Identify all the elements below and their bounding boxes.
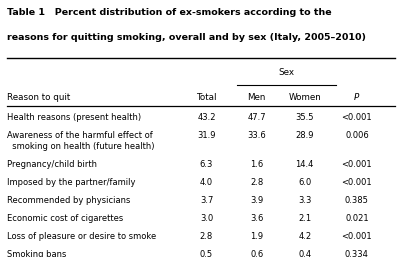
Text: 1.6: 1.6 [250, 160, 263, 169]
Text: Total: Total [196, 93, 217, 102]
Text: 2.8: 2.8 [200, 232, 213, 241]
Text: Men: Men [247, 93, 266, 102]
Text: Pregnancy/child birth: Pregnancy/child birth [7, 160, 97, 169]
Text: P: P [354, 93, 360, 102]
Text: Table 1   Percent distribution of ex-smokers according to the: Table 1 Percent distribution of ex-smoke… [7, 8, 332, 17]
Text: Economic cost of cigarettes: Economic cost of cigarettes [7, 214, 124, 223]
Text: 3.0: 3.0 [200, 214, 213, 223]
Text: <0.001: <0.001 [342, 113, 372, 122]
Text: 1.9: 1.9 [250, 232, 263, 241]
Text: <0.001: <0.001 [342, 232, 372, 241]
Text: 0.6: 0.6 [250, 250, 263, 257]
Text: Reason to quit: Reason to quit [7, 93, 71, 102]
Text: 31.9: 31.9 [197, 131, 216, 140]
Text: 43.2: 43.2 [197, 113, 216, 122]
Text: 3.6: 3.6 [250, 214, 263, 223]
Text: 47.7: 47.7 [247, 113, 266, 122]
Text: 3.7: 3.7 [200, 196, 213, 205]
Text: Sex: Sex [278, 68, 294, 77]
Text: Imposed by the partner/family: Imposed by the partner/family [7, 178, 136, 187]
Text: 0.5: 0.5 [200, 250, 213, 257]
Text: 28.9: 28.9 [296, 131, 314, 140]
Text: 0.006: 0.006 [345, 131, 369, 140]
Text: 0.021: 0.021 [345, 214, 369, 223]
Text: reasons for quitting smoking, overall and by sex (Italy, 2005–2010): reasons for quitting smoking, overall an… [7, 33, 366, 42]
Text: 2.1: 2.1 [298, 214, 311, 223]
Text: 33.6: 33.6 [247, 131, 266, 140]
Text: Women: Women [288, 93, 321, 102]
Text: 14.4: 14.4 [296, 160, 314, 169]
Text: 3.9: 3.9 [250, 196, 263, 205]
Text: Awareness of the harmful effect of
  smoking on health (future health): Awareness of the harmful effect of smoki… [7, 131, 155, 151]
Text: 0.4: 0.4 [298, 250, 311, 257]
Text: Smoking bans: Smoking bans [7, 250, 67, 257]
Text: Loss of pleasure or desire to smoke: Loss of pleasure or desire to smoke [7, 232, 156, 241]
Text: 4.2: 4.2 [298, 232, 311, 241]
Text: 2.8: 2.8 [250, 178, 263, 187]
Text: 6.0: 6.0 [298, 178, 312, 187]
Text: 3.3: 3.3 [298, 196, 312, 205]
Text: 0.334: 0.334 [345, 250, 369, 257]
Text: 6.3: 6.3 [200, 160, 213, 169]
Text: 4.0: 4.0 [200, 178, 213, 187]
Text: Health reasons (present health): Health reasons (present health) [7, 113, 141, 122]
Text: 35.5: 35.5 [296, 113, 314, 122]
Text: <0.001: <0.001 [342, 178, 372, 187]
Text: Recommended by physicians: Recommended by physicians [7, 196, 131, 205]
Text: <0.001: <0.001 [342, 160, 372, 169]
Text: 0.385: 0.385 [345, 196, 369, 205]
